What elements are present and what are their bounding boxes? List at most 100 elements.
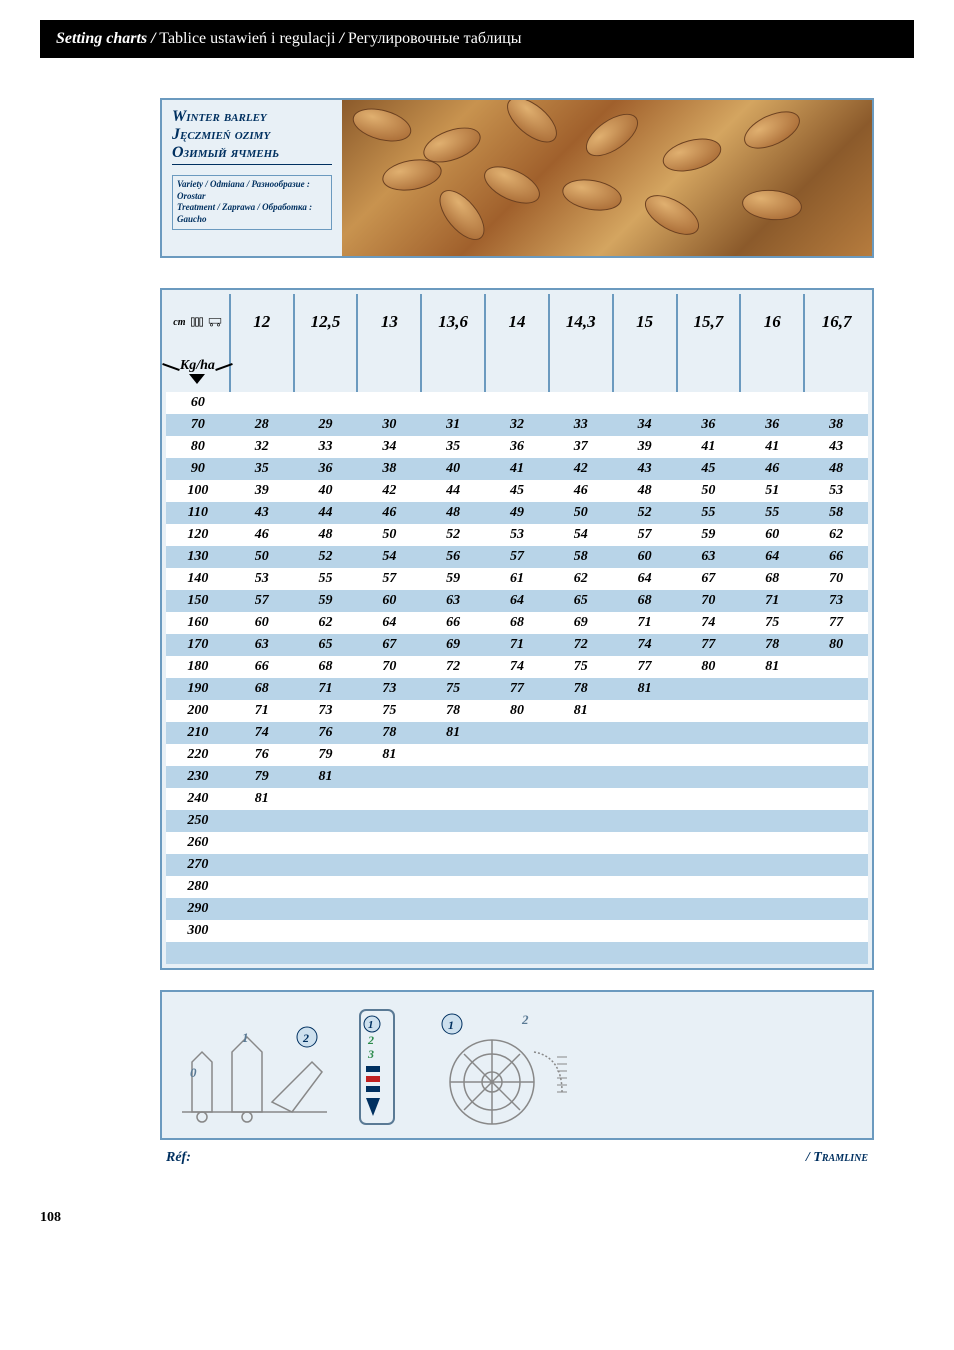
table-cell bbox=[421, 766, 485, 788]
row-label: 210 bbox=[166, 722, 230, 744]
table-cell bbox=[421, 920, 485, 942]
table-cell bbox=[485, 854, 549, 876]
table-cell: 70 bbox=[677, 590, 741, 612]
table-row: 260 bbox=[166, 832, 868, 854]
table-cell: 74 bbox=[677, 612, 741, 634]
table-cell bbox=[421, 832, 485, 854]
table-cell bbox=[485, 766, 549, 788]
table-row: 290 bbox=[166, 898, 868, 920]
table-cell: 65 bbox=[549, 590, 613, 612]
table-cell: 63 bbox=[230, 634, 294, 656]
table-cell: 67 bbox=[357, 634, 421, 656]
table-row: 9035363840414243454648 bbox=[166, 458, 868, 480]
table-cell: 68 bbox=[613, 590, 677, 612]
table-cell bbox=[357, 898, 421, 920]
table-cell bbox=[230, 898, 294, 920]
table-cell: 74 bbox=[613, 634, 677, 656]
table-cell bbox=[421, 898, 485, 920]
table-cell bbox=[804, 788, 868, 810]
table-cell: 57 bbox=[230, 590, 294, 612]
table-cell: 80 bbox=[485, 700, 549, 722]
table-cell: 64 bbox=[740, 546, 804, 568]
row-label: 300 bbox=[166, 920, 230, 942]
table-cell bbox=[549, 744, 613, 766]
table-cell bbox=[804, 392, 868, 414]
table-cell: 41 bbox=[485, 458, 549, 480]
table-cell bbox=[485, 722, 549, 744]
table-row: 16060626466686971747577 bbox=[166, 612, 868, 634]
table-cell: 74 bbox=[230, 722, 294, 744]
corner-unit: cm bbox=[173, 317, 185, 328]
table-cell: 28 bbox=[230, 414, 294, 436]
crop-info-panel: Winter barley Jęczmień ozimy Озимый ячме… bbox=[160, 98, 874, 258]
col-header: 16 bbox=[740, 294, 804, 350]
table-cell: 53 bbox=[485, 524, 549, 546]
table-cell: 59 bbox=[294, 590, 358, 612]
table-cell bbox=[357, 832, 421, 854]
table-cell: 66 bbox=[230, 656, 294, 678]
table-cell: 32 bbox=[230, 436, 294, 458]
col-header: 14 bbox=[485, 294, 549, 350]
table-cell: 53 bbox=[230, 568, 294, 590]
table-cell: 50 bbox=[549, 502, 613, 524]
row-label: 170 bbox=[166, 634, 230, 656]
table-cell: 71 bbox=[740, 590, 804, 612]
table-row bbox=[166, 942, 868, 964]
table-cell bbox=[485, 788, 549, 810]
table-cell: 52 bbox=[613, 502, 677, 524]
table-cell bbox=[294, 788, 358, 810]
table-row: 10039404244454648505153 bbox=[166, 480, 868, 502]
table-cell bbox=[549, 876, 613, 898]
table-cell bbox=[357, 810, 421, 832]
table-cell: 72 bbox=[549, 634, 613, 656]
table-cell: 63 bbox=[421, 590, 485, 612]
table-cell: 48 bbox=[421, 502, 485, 524]
table-header-row: cm 1212,51313,61414,31515,71616,7 bbox=[166, 294, 868, 350]
col-header: 13 bbox=[357, 294, 421, 350]
table-cell: 45 bbox=[485, 480, 549, 502]
row-label: 150 bbox=[166, 590, 230, 612]
table-row: 17063656769717274777880 bbox=[166, 634, 868, 656]
table-cell: 37 bbox=[549, 436, 613, 458]
table-cell: 79 bbox=[230, 766, 294, 788]
table-cell bbox=[804, 744, 868, 766]
table-cell: 33 bbox=[549, 414, 613, 436]
table-cell bbox=[804, 810, 868, 832]
table-cell: 43 bbox=[230, 502, 294, 524]
table-cell: 66 bbox=[804, 546, 868, 568]
table-cell: 42 bbox=[357, 480, 421, 502]
row-unit-cell: Kg/ha bbox=[166, 350, 230, 392]
table-cell: 54 bbox=[549, 524, 613, 546]
table-cell: 71 bbox=[485, 634, 549, 656]
row-label: 90 bbox=[166, 458, 230, 480]
row-label: 260 bbox=[166, 832, 230, 854]
table-cell: 29 bbox=[294, 414, 358, 436]
table-cell: 80 bbox=[804, 634, 868, 656]
table-cell: 52 bbox=[294, 546, 358, 568]
table-row: 2307981 bbox=[166, 766, 868, 788]
table-cell bbox=[740, 854, 804, 876]
table-cell bbox=[613, 392, 677, 414]
crop-text: Winter barley Jęczmień ozimy Озимый ячме… bbox=[162, 100, 342, 256]
table-cell: 60 bbox=[740, 524, 804, 546]
col-header: 15,7 bbox=[677, 294, 741, 350]
table-cell: 81 bbox=[549, 700, 613, 722]
table-cell: 56 bbox=[421, 546, 485, 568]
table-cell: 50 bbox=[357, 524, 421, 546]
table-cell: 81 bbox=[357, 744, 421, 766]
table-cell: 63 bbox=[677, 546, 741, 568]
table-cell bbox=[230, 854, 294, 876]
row-label: 190 bbox=[166, 678, 230, 700]
row-label: 160 bbox=[166, 612, 230, 634]
row-label: 60 bbox=[166, 392, 230, 414]
table-cell bbox=[230, 920, 294, 942]
table-cell bbox=[804, 854, 868, 876]
table-cell: 65 bbox=[294, 634, 358, 656]
table-cell: 49 bbox=[485, 502, 549, 524]
table-cell: 35 bbox=[230, 458, 294, 480]
table-cell: 68 bbox=[740, 568, 804, 590]
table-cell: 36 bbox=[485, 436, 549, 458]
table-cell bbox=[740, 832, 804, 854]
table-cell bbox=[485, 810, 549, 832]
table-cell: 77 bbox=[613, 656, 677, 678]
